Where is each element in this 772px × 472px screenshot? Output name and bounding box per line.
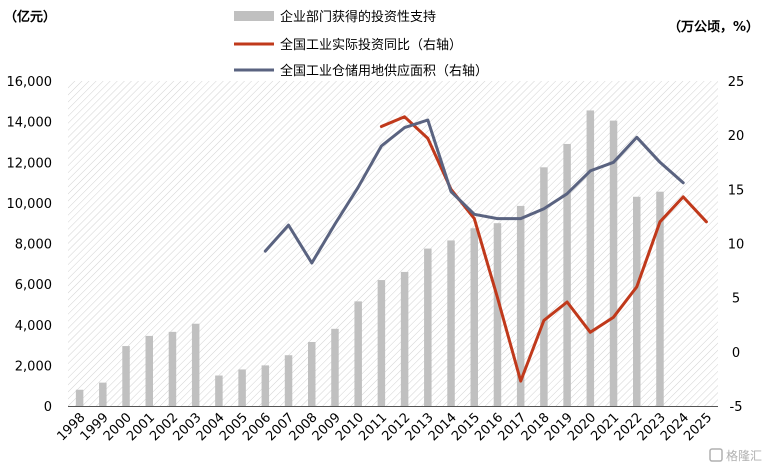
left-axis: 0 2,000 4,000 6,000 8,000 10,000 12,000 14,000 1… — [7, 75, 53, 415]
legend: 企业部门获得的投资性支持 全国工业实际投资同比（右轴） 全国工业仓储用地供应面积… — [234, 9, 488, 79]
bar-2014 — [447, 240, 455, 406]
bar-2008 — [308, 342, 316, 406]
bar-2001 — [145, 335, 153, 406]
bar-2002 — [168, 331, 177, 406]
left-tick-label: 2,000 — [15, 359, 52, 374]
bar-2015 — [470, 228, 478, 406]
left-tick-label: 0 — [44, 400, 52, 415]
left-tick-label: 12,000 — [7, 156, 53, 171]
bar-2011 — [377, 280, 386, 406]
watermark: 格隆汇 — [709, 448, 762, 463]
right-tick-label: 25 — [728, 75, 745, 90]
right-tick-label: 15 — [728, 183, 745, 198]
bar-1999 — [99, 382, 107, 406]
watermark-logo-icon — [709, 448, 723, 462]
left-tick-label: 4,000 — [15, 319, 52, 334]
right-tick-label: 20 — [728, 129, 745, 144]
land-supply-line — [263, 118, 685, 265]
right-tick-label: 10 — [728, 238, 745, 253]
right-tick-label: 5 — [732, 292, 740, 307]
bar-2009 — [331, 328, 339, 406]
right-axis: -5 0 5 10 15 20 25 — [728, 75, 745, 415]
bar-2016 — [493, 223, 502, 406]
legend-label-land: 全国工业仓储用地供应面积（右轴） — [280, 63, 488, 79]
plot-background — [68, 81, 718, 406]
right-tick-label: -5 — [730, 400, 743, 415]
left-axis-unit: （亿元） — [4, 9, 56, 25]
left-tick-label: 10,000 — [7, 197, 53, 212]
bar-2022 — [633, 196, 641, 406]
bar-2020 — [586, 110, 595, 406]
investment-growth-line — [379, 115, 708, 383]
bar-2023 — [656, 191, 664, 406]
bar-2017 — [516, 205, 525, 406]
x-axis: 1998199920002001200220032004200520062007… — [54, 410, 715, 444]
bar-series — [75, 110, 664, 406]
bar-2013 — [424, 248, 432, 406]
left-tick-label: 16,000 — [7, 75, 53, 90]
legend-label-bar: 企业部门获得的投资性支持 — [280, 9, 436, 25]
bar-2005 — [238, 369, 246, 406]
left-tick-label: 14,000 — [7, 116, 53, 131]
bar-2003 — [191, 323, 200, 406]
watermark-text: 格隆汇 — [726, 448, 762, 463]
right-axis-unit: （万公顷，%） — [668, 19, 759, 35]
bar-2012 — [400, 271, 409, 406]
bar-2000 — [122, 346, 130, 406]
bar-2004 — [215, 375, 223, 406]
left-tick-label: 6,000 — [15, 278, 52, 293]
right-tick-label: 0 — [732, 346, 740, 361]
left-tick-label: 8,000 — [15, 238, 52, 253]
bar-2019 — [563, 143, 571, 406]
bar-2018 — [540, 167, 548, 406]
legend-swatch-bar — [234, 11, 274, 21]
legend-label-investment: 全国工业实际投资同比（右轴） — [280, 37, 462, 53]
bar-2021 — [609, 120, 618, 406]
bar-2007 — [284, 355, 293, 406]
bar-2006 — [261, 365, 270, 406]
bar-2010 — [354, 301, 362, 406]
bar-1998 — [75, 389, 84, 406]
line-series — [263, 115, 708, 383]
